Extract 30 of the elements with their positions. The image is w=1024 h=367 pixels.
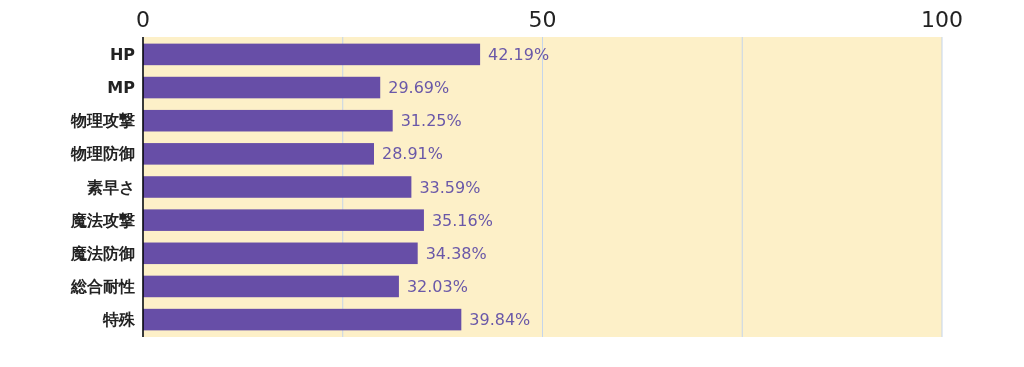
- y-tick-label: MP: [107, 78, 136, 98]
- bar: [143, 143, 374, 165]
- bar: [143, 176, 412, 198]
- bar: [143, 109, 393, 132]
- x-tick-label: 50: [528, 7, 557, 32]
- data-label: 39.84%: [469, 310, 531, 330]
- y-tick-label: 特殊: [102, 310, 136, 330]
- y-tick-label: 物理防御: [70, 144, 135, 164]
- bar: [143, 209, 424, 231]
- bar: [143, 43, 481, 66]
- data-label: 34.38%: [425, 243, 487, 263]
- y-tick-label: 物理攻撃: [70, 111, 135, 131]
- bar: [143, 242, 418, 265]
- y-tick-label: HP: [109, 45, 136, 64]
- data-label: 28.91%: [381, 144, 444, 164]
- data-label: 33.59%: [419, 177, 481, 197]
- bar: [143, 76, 381, 99]
- data-label: 35.16%: [431, 210, 493, 230]
- bar: [143, 275, 399, 298]
- y-tick-label: 魔法攻撃: [70, 210, 135, 230]
- data-label: 42.19%: [488, 45, 550, 64]
- bar: [143, 308, 462, 331]
- y-tick-label: 素早さ: [87, 177, 135, 197]
- data-label: 31.25%: [400, 111, 462, 131]
- data-label: 29.69%: [388, 78, 450, 98]
- x-tick-label: 100: [921, 7, 963, 32]
- data-label: 32.03%: [406, 277, 468, 297]
- y-tick-label: 総合耐性: [70, 277, 135, 297]
- y-tick-label: 魔法防御: [70, 243, 135, 263]
- x-tick-label: 0: [136, 7, 150, 32]
